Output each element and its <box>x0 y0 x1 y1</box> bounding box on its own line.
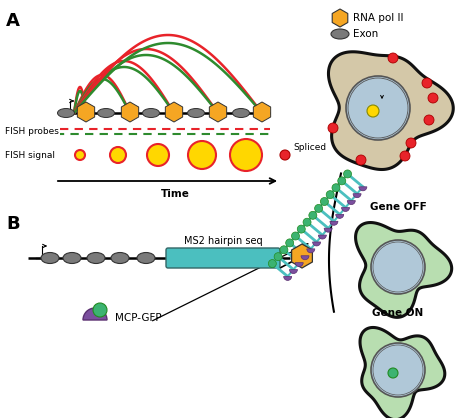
Ellipse shape <box>143 109 159 117</box>
Text: A: A <box>6 12 20 30</box>
Circle shape <box>388 368 398 378</box>
Polygon shape <box>210 102 227 122</box>
Circle shape <box>428 93 438 103</box>
Circle shape <box>348 78 408 138</box>
Polygon shape <box>332 9 348 27</box>
Circle shape <box>268 260 276 268</box>
Circle shape <box>292 232 300 240</box>
Circle shape <box>326 191 334 199</box>
Circle shape <box>280 150 290 160</box>
Ellipse shape <box>111 252 129 263</box>
Wedge shape <box>283 276 292 280</box>
Text: Time: Time <box>161 189 190 199</box>
Circle shape <box>303 218 311 226</box>
Circle shape <box>286 239 294 247</box>
Circle shape <box>406 138 416 148</box>
Polygon shape <box>121 102 139 122</box>
Polygon shape <box>328 52 453 169</box>
Circle shape <box>320 198 328 206</box>
Circle shape <box>371 240 425 294</box>
Circle shape <box>297 225 305 233</box>
Ellipse shape <box>137 252 155 263</box>
Wedge shape <box>295 263 303 267</box>
Ellipse shape <box>63 252 81 263</box>
Circle shape <box>230 139 262 171</box>
Polygon shape <box>360 327 445 418</box>
Wedge shape <box>336 214 344 218</box>
Circle shape <box>309 212 317 219</box>
Ellipse shape <box>98 109 115 117</box>
Text: Exon: Exon <box>353 29 378 39</box>
Text: MCP-GFP: MCP-GFP <box>115 313 162 323</box>
Polygon shape <box>356 222 452 317</box>
Circle shape <box>346 76 410 140</box>
Circle shape <box>373 345 423 395</box>
Wedge shape <box>347 201 356 204</box>
Circle shape <box>422 78 432 88</box>
Circle shape <box>315 204 323 212</box>
Polygon shape <box>165 102 182 122</box>
Wedge shape <box>324 228 332 232</box>
Polygon shape <box>253 102 271 122</box>
Circle shape <box>388 53 398 63</box>
Circle shape <box>328 123 338 133</box>
Circle shape <box>93 303 107 317</box>
Circle shape <box>338 177 346 185</box>
Circle shape <box>75 150 85 160</box>
Polygon shape <box>292 244 312 268</box>
Circle shape <box>344 170 352 178</box>
Wedge shape <box>341 207 349 212</box>
Ellipse shape <box>87 252 105 263</box>
Wedge shape <box>301 256 309 260</box>
Ellipse shape <box>41 252 59 263</box>
Circle shape <box>373 242 423 292</box>
Text: Gene ON: Gene ON <box>373 308 424 318</box>
Wedge shape <box>359 187 367 191</box>
Wedge shape <box>330 221 338 225</box>
Text: B: B <box>6 215 19 233</box>
Circle shape <box>188 141 216 169</box>
Circle shape <box>147 144 169 166</box>
Ellipse shape <box>331 29 349 39</box>
Wedge shape <box>290 270 298 273</box>
Circle shape <box>332 184 340 192</box>
Text: MS2 hairpin seq: MS2 hairpin seq <box>184 236 262 246</box>
Circle shape <box>400 151 410 161</box>
Text: FISH probes: FISH probes <box>5 127 59 135</box>
Circle shape <box>356 155 366 165</box>
Text: FISH signal: FISH signal <box>5 150 55 160</box>
Circle shape <box>280 246 288 254</box>
Circle shape <box>110 147 126 163</box>
Wedge shape <box>307 249 315 253</box>
Circle shape <box>274 252 282 261</box>
FancyBboxPatch shape <box>166 248 280 268</box>
Wedge shape <box>353 194 361 198</box>
Text: RNA pol II: RNA pol II <box>353 13 403 23</box>
Circle shape <box>367 105 379 117</box>
Ellipse shape <box>57 109 74 117</box>
Text: Spliced: Spliced <box>293 143 326 151</box>
Wedge shape <box>319 235 327 239</box>
Circle shape <box>371 343 425 397</box>
Wedge shape <box>312 242 320 246</box>
Ellipse shape <box>233 109 249 117</box>
Circle shape <box>424 115 434 125</box>
Polygon shape <box>77 102 95 122</box>
Wedge shape <box>83 308 107 320</box>
Text: Gene OFF: Gene OFF <box>370 202 427 212</box>
Ellipse shape <box>188 109 204 117</box>
